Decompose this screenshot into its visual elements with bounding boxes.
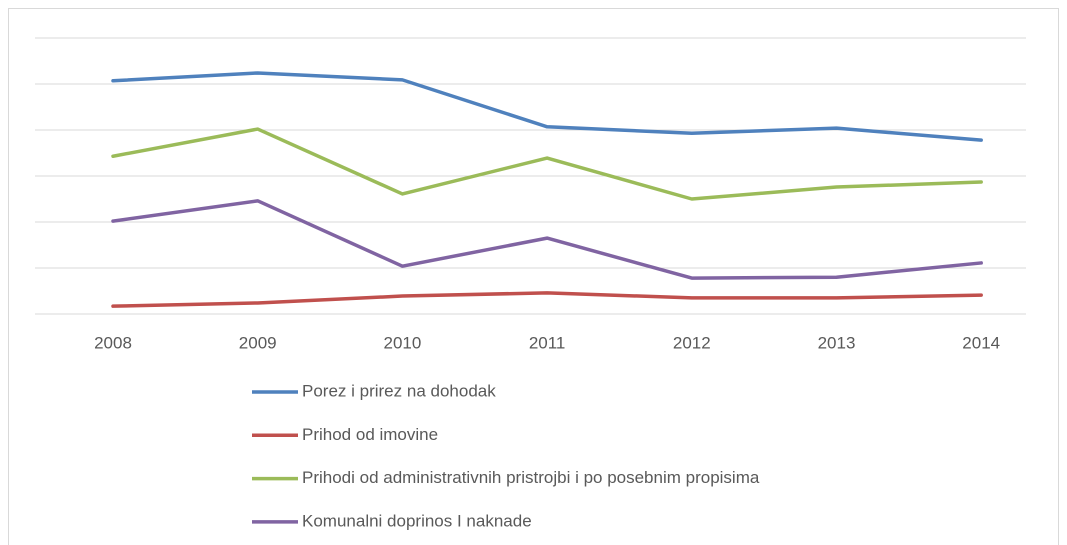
x-tick-label: 2013 xyxy=(818,333,856,352)
legend-label: Porez i prirez na dohodak xyxy=(302,381,496,400)
legend-label: Komunalni doprinos I naknade xyxy=(302,511,532,530)
x-tick-label: 2014 xyxy=(962,333,1000,352)
series-line xyxy=(111,71,983,142)
series-line xyxy=(111,127,983,201)
x-tick-label: 2009 xyxy=(239,333,277,352)
series-line xyxy=(111,291,983,308)
chart-frame xyxy=(8,8,1059,545)
x-tick-label: 2011 xyxy=(529,333,566,352)
legend-label: Prihodi od administrativnih pristrojbi i… xyxy=(302,468,760,487)
x-tick-label: 2008 xyxy=(94,333,132,352)
series-line xyxy=(111,199,983,280)
legend-label: Prihod od imovine xyxy=(302,425,438,444)
x-tick-label: 2012 xyxy=(673,333,711,352)
x-tick-label: 2010 xyxy=(383,333,421,352)
